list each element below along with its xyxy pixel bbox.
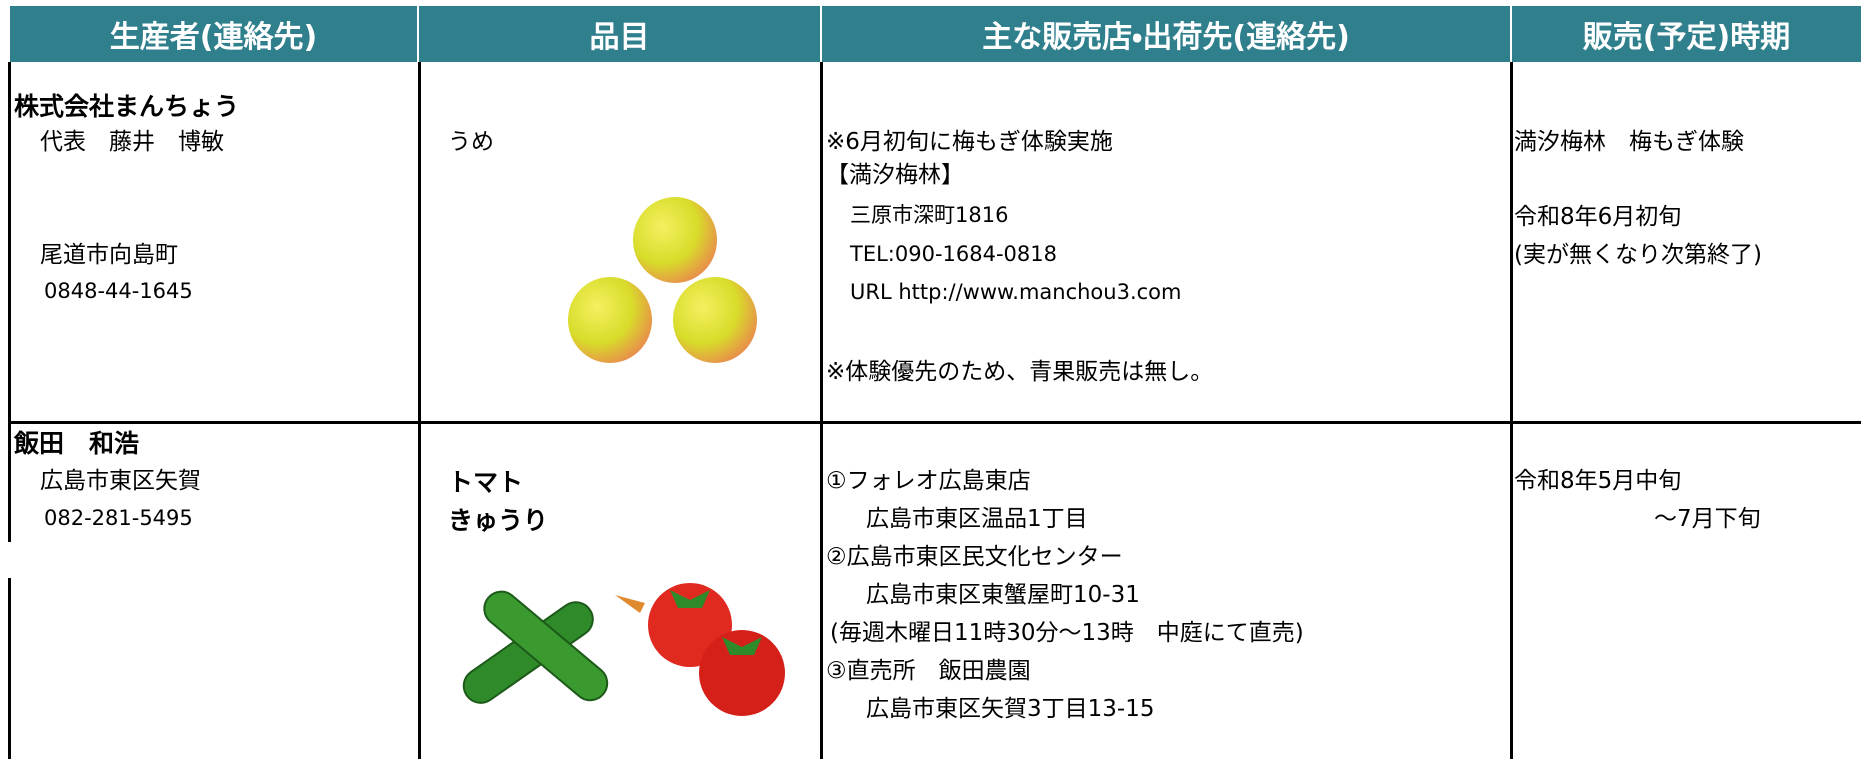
period-line: ～7月下旬 [1654, 506, 1761, 532]
header-cell: 品目 [419, 6, 822, 62]
period-line: 令和8年6月初旬 [1514, 204, 1682, 230]
border [1510, 62, 1513, 759]
producer-line: 代表 藤井 博敏 [40, 129, 224, 155]
item: うめ [448, 129, 494, 155]
border [8, 62, 11, 542]
period-line: (実が無くなり次第終了) [1514, 242, 1762, 268]
border [418, 62, 421, 759]
store-line: ①フォレオ広島東店 [826, 468, 1031, 494]
store-line: 広島市東区矢賀3丁目13-15 [866, 696, 1155, 722]
header-cell: 販売(予定)時期 [1512, 6, 1861, 62]
store-line: 【満汐梅林】 [826, 162, 964, 188]
producer-name: 株式会社まんちょう [14, 92, 240, 121]
border [8, 421, 1861, 424]
producer-line: 0848-44-1645 [44, 279, 193, 303]
vegetable-illustration [462, 583, 785, 716]
store-line: ※体験優先のため、青果販売は無し。 [826, 359, 1214, 385]
period-line: 令和8年5月中旬 [1514, 468, 1682, 494]
header-cell: 主な販売店・出荷先(連絡先) [822, 6, 1512, 62]
header-cell: 生産者(連絡先) [10, 6, 419, 62]
store-line: TEL:090-1684-0818 [850, 242, 1057, 266]
store-line: (毎週木曜日11時30分～13時 中庭にて直売) [830, 620, 1304, 646]
item: きゅうり [448, 506, 549, 535]
producer-name: 飯田 和浩 [14, 429, 140, 458]
store-line: ※6月初旬に梅もぎ体験実施 [826, 129, 1113, 155]
item: トマト [448, 468, 524, 497]
plum-illustration [568, 197, 757, 363]
store-line: 広島市東区東蟹屋町10-31 [866, 582, 1140, 608]
border [8, 578, 11, 759]
producer-line: 尾道市向島町 [40, 242, 178, 268]
period-line: 満汐梅林 梅もぎ体験 [1514, 129, 1744, 155]
store-line: ③直売所 飯田農園 [826, 658, 1031, 684]
store-line: 三原市深町1816 [850, 203, 1009, 227]
producer-line: 082-281-5495 [44, 506, 193, 530]
store-line: 広島市東区温品1丁目 [866, 506, 1088, 532]
producer-line: 広島市東区矢賀 [40, 468, 201, 494]
border [820, 62, 823, 759]
store-line: URL http://www.manchou3.com [850, 280, 1182, 304]
store-line: ②広島市東区民文化センター [826, 544, 1123, 570]
